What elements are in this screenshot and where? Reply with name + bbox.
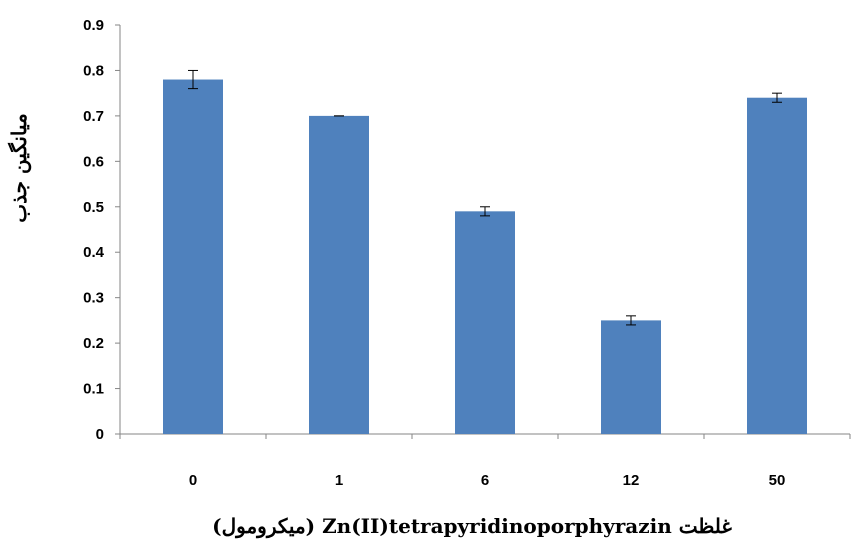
- error-bar: [626, 315, 636, 326]
- y-tick-label: 0.5: [83, 199, 104, 216]
- error-bar: [480, 206, 490, 217]
- bar: [163, 79, 223, 435]
- bar: [309, 115, 369, 434]
- y-tick-label: 0.2: [83, 335, 104, 352]
- x-tick-label: 50: [769, 472, 786, 489]
- x-tick-label: 1: [335, 472, 343, 489]
- y-tick-label: 0.6: [83, 153, 104, 170]
- x-tick-label: 6: [481, 472, 489, 489]
- bar: [747, 97, 807, 434]
- y-tick-label: 0: [96, 426, 104, 443]
- bar: [601, 320, 661, 434]
- bar: [455, 211, 515, 434]
- bars: [163, 79, 807, 435]
- y-axis-title: میانگین جذب: [7, 113, 32, 222]
- x-axis-title: غلظت Zn(II)tetrapyridinoporphyrazin (میک…: [212, 514, 732, 539]
- y-tick-label: 0.1: [83, 381, 104, 398]
- x-axis: 0 1 6 12 50: [119, 433, 851, 489]
- x-tick-label: 12: [623, 472, 640, 489]
- error-bars: [188, 69, 782, 326]
- x-tick-label: 0: [189, 472, 197, 489]
- error-bar: [188, 69, 198, 90]
- error-bar: [772, 92, 782, 103]
- y-tick-label: 0.9: [83, 17, 104, 34]
- y-tick-label: 0.7: [83, 108, 104, 125]
- y-axis: 0 0.1 0.2 0.3 0.4 0.5 0.6 0.7 0.8 0.9: [83, 17, 121, 443]
- y-tick-label: 0.4: [83, 244, 105, 261]
- y-tick-label: 0.8: [83, 62, 104, 79]
- y-tick-label: 0.3: [83, 290, 104, 307]
